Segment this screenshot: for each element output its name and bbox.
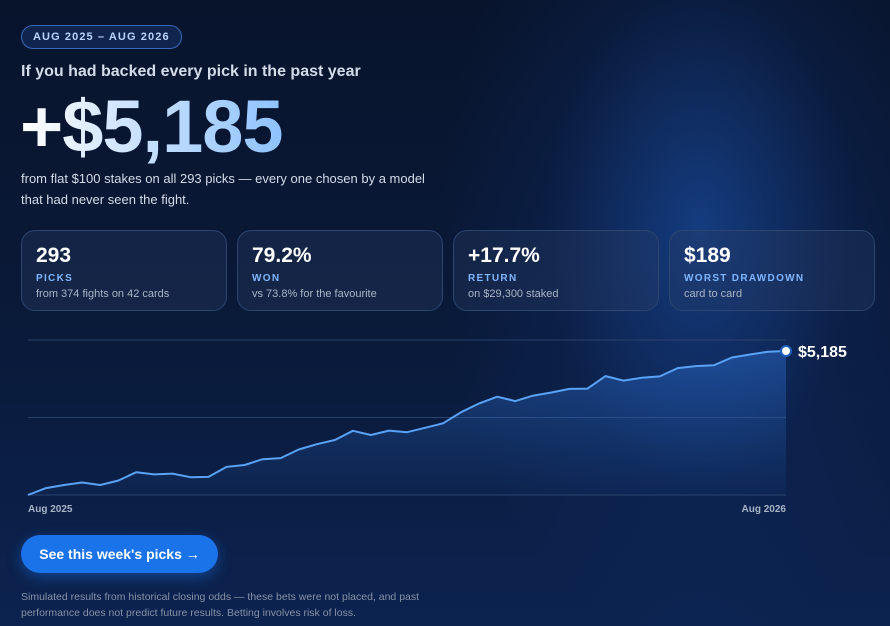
stat-card-picks: 293 PICKS from 374 fights on 42 cards <box>21 230 227 311</box>
stat-value: 79.2% <box>252 244 312 267</box>
x-axis-start-label: Aug 2025 <box>28 504 73 515</box>
chart-area-fill <box>28 351 786 495</box>
disclaimer: Simulated results from historical closin… <box>21 591 420 619</box>
x-axis-end-label: Aug 2026 <box>742 504 787 515</box>
stat-value: 293 <box>36 244 72 267</box>
stat-card-drawdown: $189 WORST DRAWDOWN card to card <box>669 230 875 311</box>
stat-label: RETURN <box>468 273 518 284</box>
stat-sub: card to card <box>684 288 743 300</box>
stat-sub: from 374 fights on 42 cards <box>36 288 170 300</box>
see-picks-button[interactable]: See this week's picks → <box>21 535 218 573</box>
chart-end-label: $5,185 <box>798 344 847 361</box>
stat-label: PICKS <box>36 273 74 284</box>
chart-line <box>27 350 787 496</box>
subtitle: If you had backed every pick in the past… <box>21 63 361 80</box>
profit-chart: $5,185 Aug 2025 Aug 2026 <box>27 339 847 515</box>
stat-card-won: 79.2% WON vs 73.8% for the favourite <box>237 230 443 311</box>
stat-label: WORST DRAWDOWN <box>684 273 805 284</box>
stat-value: $189 <box>684 244 731 267</box>
stat-sub: vs 73.8% for the favourite <box>252 288 377 300</box>
stat-card-return: +17.7% RETURN on $29,300 staked <box>453 230 659 311</box>
stat-sub: on $29,300 staked <box>468 288 559 300</box>
chart-end-marker <box>780 345 792 357</box>
stat-label: WON <box>252 273 281 284</box>
date-range-badge: AUG 2025 – AUG 2026 <box>21 25 182 49</box>
stat-value: +17.7% <box>468 244 540 267</box>
description: from flat $100 stakes on all 293 picks —… <box>21 171 425 207</box>
headline-profit: +$5,185 <box>20 82 284 172</box>
